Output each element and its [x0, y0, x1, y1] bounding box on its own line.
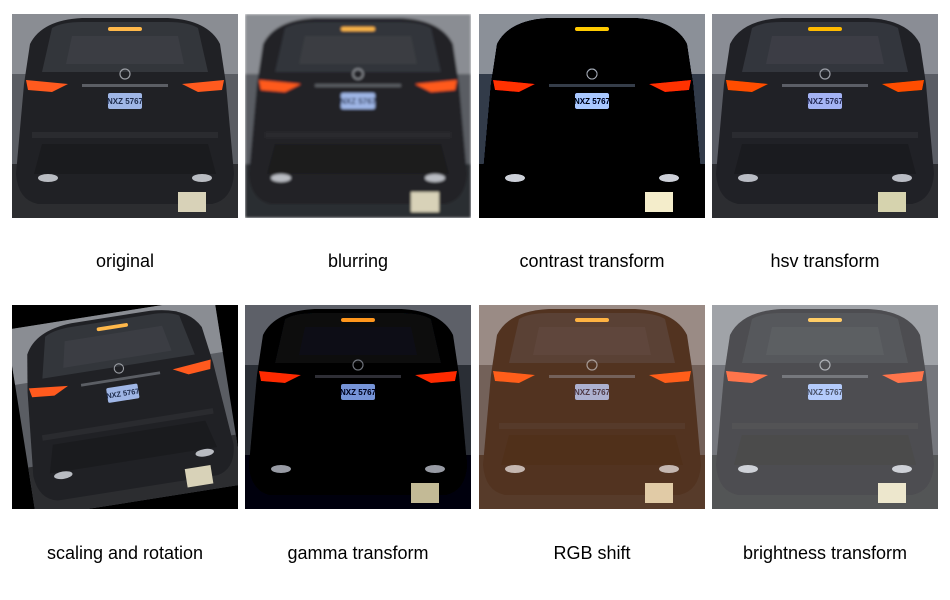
svg-text:NXZ 5767: NXZ 5767: [107, 97, 144, 106]
caption-rgb-shift: RGB shift: [553, 543, 631, 563]
svg-text:NXZ 5767: NXZ 5767: [574, 97, 611, 106]
car-image-scaling-rotation: NXZ 5767: [12, 305, 238, 509]
panel-brightness: NXZ 5767: [712, 305, 938, 509]
panel-gamma: NXZ 5767: [245, 305, 471, 509]
car-image-hsv: NXZ 5767: [712, 14, 938, 218]
car-image-blurring: NXZ 5767: [245, 14, 471, 218]
panel-blurring: NXZ 5767: [245, 14, 471, 218]
panel-original: NXZ 5767: [12, 14, 238, 218]
car-image-rgb-shift: NXZ 5767: [479, 305, 705, 509]
svg-text:NXZ 5767: NXZ 5767: [807, 388, 844, 397]
svg-text:NXZ 5767: NXZ 5767: [340, 388, 377, 397]
panel-hsv: NXZ 5767: [712, 14, 938, 218]
svg-text:NXZ 5767: NXZ 5767: [807, 97, 844, 106]
car-image-gamma: NXZ 5767: [245, 305, 471, 509]
panel-contrast: NXZ 5767: [479, 14, 705, 218]
caption-gamma: gamma transform: [287, 543, 429, 563]
panel-scaling-rotation: NXZ 5767: [12, 305, 238, 509]
caption-contrast: contrast transform: [519, 251, 665, 271]
caption-scaling-rotation: scaling and rotation: [46, 543, 204, 563]
caption-hsv: hsv transform: [770, 251, 880, 271]
car-image-original: NXZ 5767: [12, 14, 238, 218]
svg-text:NXZ 5767: NXZ 5767: [574, 388, 611, 397]
car-image-contrast: NXZ 5767: [479, 14, 705, 218]
caption-brightness: brightness transform: [742, 543, 908, 563]
car-image-brightness: NXZ 5767: [712, 305, 938, 509]
svg-text:NXZ 5767: NXZ 5767: [340, 97, 377, 106]
panel-rgb-shift: NXZ 5767: [479, 305, 705, 509]
caption-original: original: [95, 251, 155, 271]
caption-blurring: blurring: [327, 251, 389, 271]
